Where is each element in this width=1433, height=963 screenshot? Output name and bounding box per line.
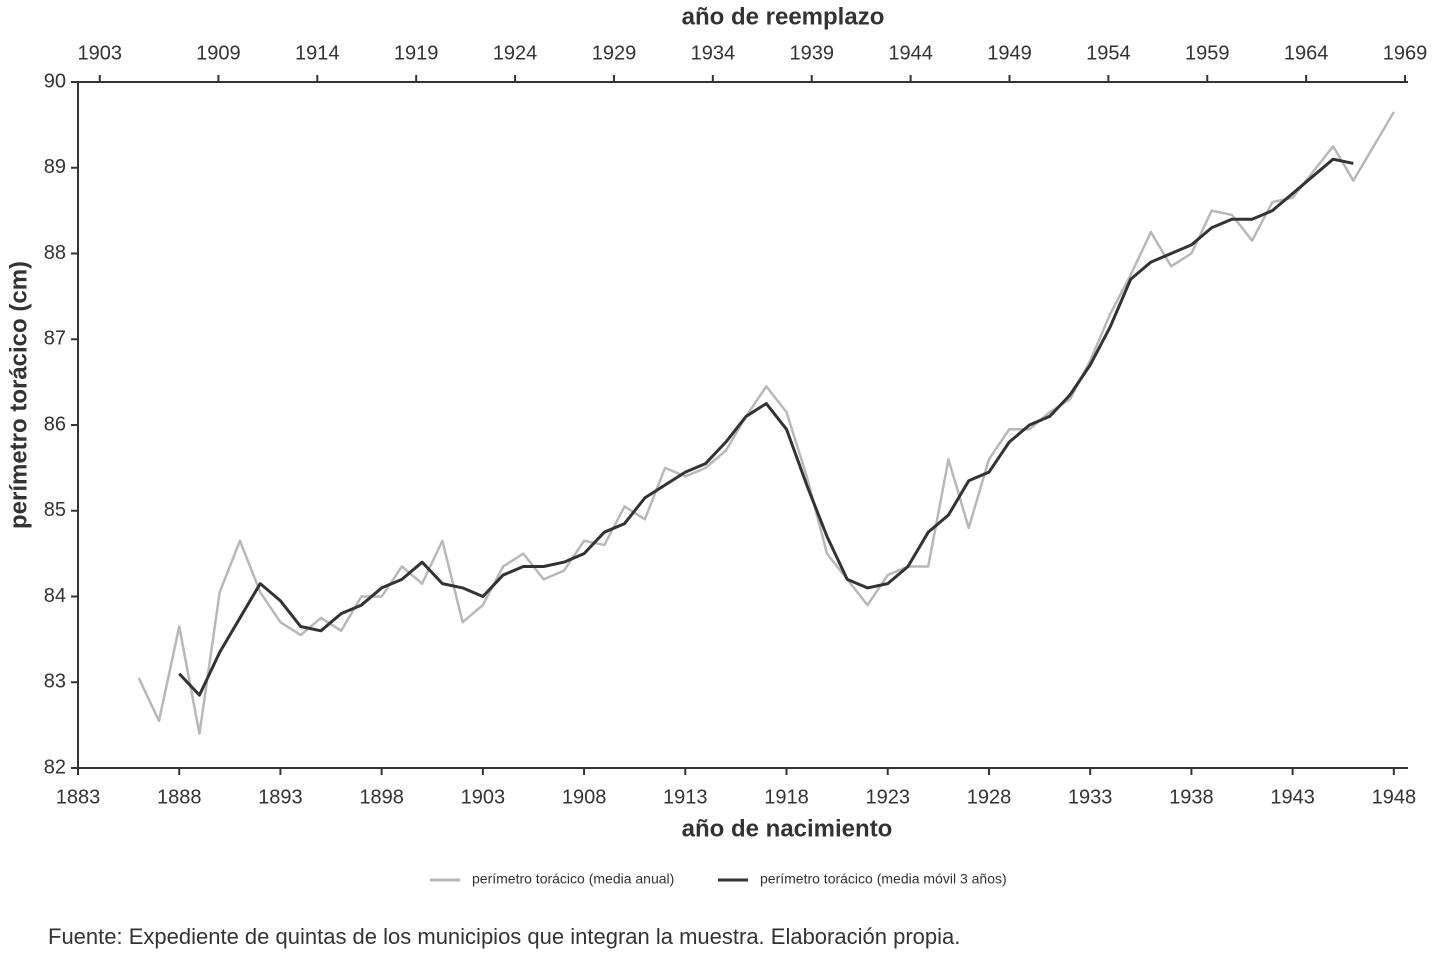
x-axis-title: año de nacimiento — [682, 815, 893, 842]
x-tick-label: 1948 — [1372, 786, 1417, 808]
x-tick-label: 1893 — [258, 786, 303, 808]
x2-tick-label: 1909 — [196, 42, 241, 64]
x-tick-label: 1913 — [663, 786, 708, 808]
x2-tick-label: 1903 — [78, 42, 123, 64]
line-series — [178, 157, 1354, 697]
y-tick-label: 89 — [44, 156, 66, 178]
y-tick-label: 84 — [44, 585, 66, 607]
y-tick-label: 85 — [44, 499, 66, 521]
x2-tick-label: 1969 — [1383, 42, 1428, 64]
y-axis-title: perímetro torácico (cm) — [5, 261, 32, 529]
x-tick-label: 1898 — [359, 786, 404, 808]
x2-tick-label: 1934 — [691, 42, 736, 64]
y-tick-label: 90 — [44, 70, 66, 92]
x2-tick-label: 1944 — [888, 42, 933, 64]
x2-tick-label: 1959 — [1185, 42, 1230, 64]
source-note: Fuente: Expediente de quintas de los mun… — [48, 924, 960, 949]
x-tick-label: 1943 — [1270, 786, 1315, 808]
line-series — [137, 111, 1395, 735]
x-tick-label: 1883 — [56, 786, 101, 808]
y-tick-label: 86 — [44, 413, 66, 435]
x-tick-label: 1923 — [865, 786, 910, 808]
x-tick-label: 1928 — [967, 786, 1012, 808]
x-tick-label: 1888 — [157, 786, 202, 808]
x2-tick-label: 1954 — [1086, 42, 1131, 64]
x2-tick-label: 1924 — [493, 42, 538, 64]
x2-tick-label: 1949 — [987, 42, 1032, 64]
x2-tick-label: 1929 — [592, 42, 637, 64]
x-tick-label: 1908 — [562, 786, 607, 808]
y-tick-label: 88 — [44, 242, 66, 264]
y-tick-label: 83 — [44, 671, 66, 693]
x-tick-label: 1903 — [461, 786, 506, 808]
legend-label: perímetro torácico (media anual) — [472, 871, 674, 887]
x2-tick-label: 1914 — [295, 42, 340, 64]
x2-tick-label: 1939 — [789, 42, 834, 64]
y-tick-label: 87 — [44, 328, 66, 350]
x2-tick-label: 1964 — [1284, 42, 1329, 64]
x2-tick-label: 1919 — [394, 42, 439, 64]
legend-label: perímetro torácico (media móvil 3 años) — [760, 871, 1007, 887]
top-axis-title: año de reemplazo — [682, 3, 885, 30]
x-tick-label: 1933 — [1068, 786, 1113, 808]
y-tick-label: 82 — [44, 756, 66, 778]
x-tick-label: 1938 — [1169, 786, 1214, 808]
x-tick-label: 1918 — [764, 786, 809, 808]
